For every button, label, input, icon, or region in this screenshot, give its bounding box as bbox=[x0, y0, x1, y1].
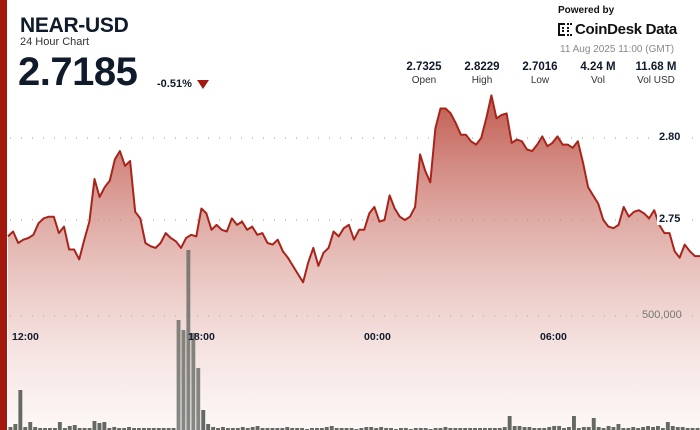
stats-row: 2.7325 Open 2.8229 High 2.7016 Low 4.24 … bbox=[395, 61, 685, 86]
price-line bbox=[7, 94, 700, 284]
stat-label: High bbox=[471, 75, 493, 86]
volume-bars bbox=[8, 250, 700, 430]
price-change: -0.51% bbox=[157, 78, 192, 90]
x-tick-0600: 06:00 bbox=[540, 331, 567, 343]
brand-name: CoinDesk Data bbox=[575, 21, 677, 38]
stat-label: Vol USD bbox=[637, 75, 675, 86]
stat-value: 2.7325 bbox=[406, 61, 442, 73]
current-price: 2.7185 bbox=[18, 50, 138, 94]
x-tick-1200: 12:00 bbox=[12, 331, 39, 343]
brand-logo: CoinDesk Data bbox=[558, 21, 677, 38]
stat-label: Low bbox=[530, 75, 550, 86]
stat-vol-usd: 11.68 M Vol USD bbox=[627, 61, 685, 86]
page-title: NEAR-USD bbox=[20, 14, 129, 37]
stat-value: 2.7016 bbox=[522, 61, 558, 73]
chart-subtitle: 24 Hour Chart bbox=[20, 36, 90, 48]
accent-bar bbox=[0, 0, 7, 430]
x-tick-0000: 00:00 bbox=[364, 331, 391, 343]
stat-value: 2.8229 bbox=[464, 61, 500, 73]
x-tick-1800: 18:00 bbox=[188, 331, 215, 343]
y-tick-2-75: 2.75 bbox=[657, 213, 683, 225]
stat-label: Open bbox=[411, 75, 437, 86]
stat-high: 2.8229 High bbox=[453, 61, 511, 86]
stat-low: 2.7016 Low bbox=[511, 61, 569, 86]
stat-value: 11.68 M bbox=[635, 61, 677, 73]
timestamp: 11 Aug 2025 11:00 (GMT) bbox=[560, 44, 675, 55]
price-area bbox=[8, 95, 700, 430]
y-tick-2-80: 2.80 bbox=[657, 131, 683, 143]
stat-label: Vol bbox=[591, 75, 605, 86]
stat-open: 2.7325 Open bbox=[395, 61, 453, 86]
stat-value: 4.24 M bbox=[580, 61, 616, 73]
down-arrow-icon bbox=[197, 80, 209, 89]
stat-vol: 4.24 M Vol bbox=[569, 61, 627, 86]
volume-tick: 500,000 bbox=[642, 309, 682, 321]
coindesk-logo-icon bbox=[558, 23, 572, 36]
powered-by-label: Powered by bbox=[558, 5, 615, 16]
